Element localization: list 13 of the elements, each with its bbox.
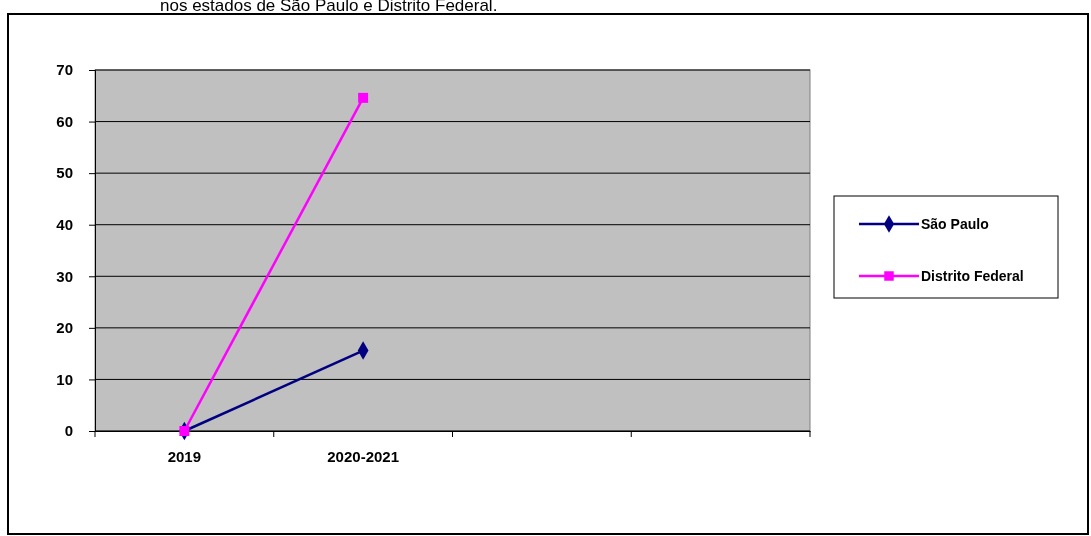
- point: [358, 92, 369, 103]
- x-tick-label: 2019: [167, 447, 202, 465]
- y-tick-label: 20: [56, 319, 73, 337]
- legend-label: São Paulo: [921, 216, 989, 232]
- y-tick-label: 10: [56, 370, 73, 388]
- y-tick-label: 30: [56, 267, 73, 285]
- y-tick-label: 70: [56, 61, 73, 79]
- legend-label: Distrito Federal: [921, 268, 1024, 284]
- y-tick-label: 40: [56, 216, 73, 234]
- y-tick-label: 50: [56, 164, 73, 182]
- y-tick-label: 60: [56, 112, 73, 130]
- x-tick-label: 2020-2021: [327, 447, 399, 465]
- y-tick-label: 0: [64, 422, 73, 440]
